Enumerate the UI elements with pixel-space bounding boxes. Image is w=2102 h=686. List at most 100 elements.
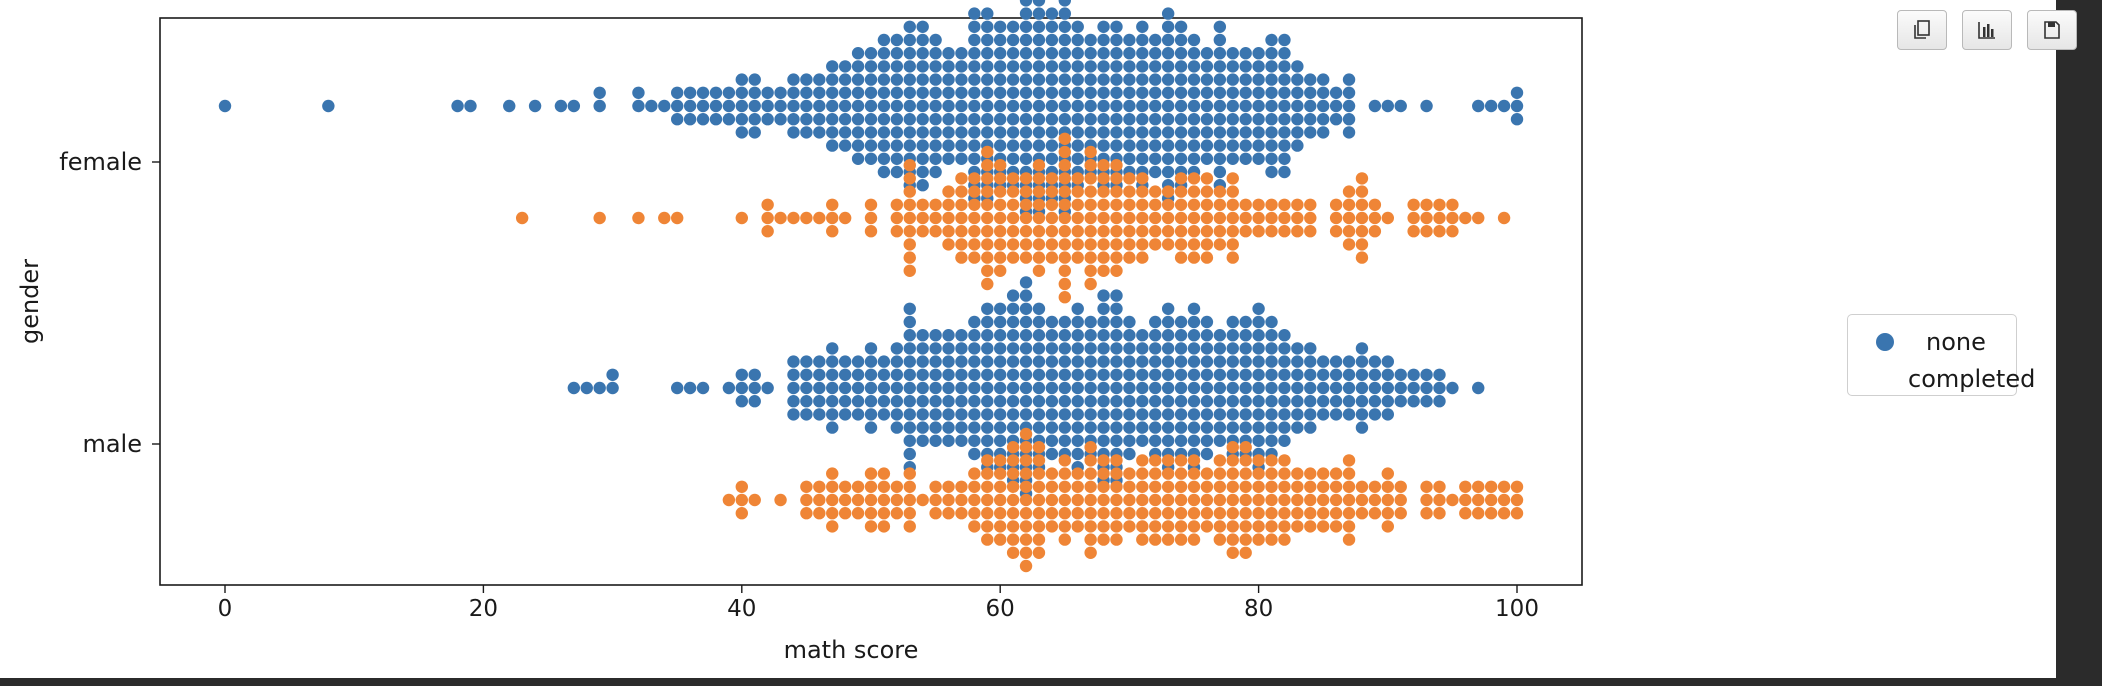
data-point (929, 493, 942, 507)
data-point (981, 342, 994, 355)
data-point (1187, 329, 1201, 342)
data-point (890, 507, 904, 520)
data-point (1278, 113, 1291, 126)
data-point (942, 421, 955, 434)
data-point (1097, 493, 1110, 507)
data-point (1136, 73, 1149, 86)
data-point (1187, 493, 1201, 507)
data-point (1110, 480, 1123, 493)
data-point (1006, 33, 1020, 47)
data-point (1304, 99, 1317, 113)
data-point (1497, 211, 1511, 225)
data-point (1174, 86, 1188, 100)
data-point (1304, 381, 1317, 395)
data-point (787, 99, 800, 113)
data-point (1019, 99, 1033, 113)
data-point (1265, 139, 1278, 152)
data-point (1110, 289, 1123, 302)
data-point (994, 381, 1007, 395)
data-point (1006, 368, 1020, 381)
data-point (1045, 60, 1059, 73)
save-button[interactable] (2027, 10, 2077, 50)
data-point (735, 86, 748, 100)
data-point (916, 395, 929, 408)
data-point (903, 447, 916, 461)
data-point (761, 198, 774, 211)
data-point (1110, 381, 1123, 395)
data-point (955, 152, 968, 165)
data-point (1265, 211, 1278, 225)
data-point (671, 99, 684, 113)
data-point (1058, 172, 1072, 185)
data-point (942, 139, 955, 152)
data-point (1472, 507, 1485, 520)
data-point (1019, 454, 1033, 467)
data-point (1006, 211, 1020, 225)
data-point (968, 355, 981, 368)
data-point (1317, 86, 1330, 100)
data-point (1161, 99, 1175, 113)
data-point (1032, 441, 1046, 454)
data-point (1058, 20, 1072, 33)
data-point (1032, 507, 1046, 520)
data-point (1019, 7, 1033, 20)
data-point (1058, 211, 1072, 225)
data-point (994, 159, 1007, 172)
data-point (1032, 480, 1046, 493)
data-point (580, 381, 593, 395)
data-point (1084, 342, 1097, 355)
data-point (942, 86, 955, 100)
data-point (994, 73, 1007, 86)
data-point (1355, 395, 1369, 408)
data-point (1484, 507, 1498, 520)
data-point (942, 185, 955, 198)
data-point (735, 368, 748, 381)
data-point (968, 139, 981, 152)
data-point (1019, 113, 1033, 126)
data-point (696, 381, 710, 395)
legend: none completed (1847, 314, 2035, 396)
data-point (1187, 73, 1201, 86)
data-point (851, 60, 865, 73)
data-point (838, 99, 852, 113)
data-point (1446, 211, 1459, 225)
data-point (1252, 408, 1265, 421)
data-point (1032, 86, 1046, 100)
data-point (981, 185, 994, 198)
data-point (877, 47, 891, 60)
data-point (942, 73, 955, 86)
data-point (1420, 395, 1433, 408)
chart-button[interactable] (1962, 10, 2012, 50)
data-point (1342, 408, 1356, 421)
data-point (709, 86, 723, 100)
data-point (994, 315, 1007, 329)
data-point (877, 467, 891, 480)
data-point (916, 225, 929, 238)
data-point (1071, 355, 1084, 368)
data-point (1342, 493, 1356, 507)
data-point (1407, 381, 1420, 395)
data-point (968, 225, 981, 238)
data-point (1200, 493, 1214, 507)
data-point (1355, 342, 1369, 355)
data-point (994, 434, 1007, 447)
data-point (1472, 99, 1485, 113)
data-point (1084, 315, 1097, 329)
data-point (981, 408, 994, 421)
data-point (838, 139, 852, 152)
data-point (1239, 507, 1252, 520)
data-point (968, 480, 981, 493)
data-point (1213, 329, 1227, 342)
data-point (890, 225, 904, 238)
data-point (1213, 47, 1227, 60)
data-point (1136, 47, 1149, 60)
data-point (1226, 454, 1239, 467)
copy-button[interactable] (1897, 10, 1947, 50)
data-point (1317, 99, 1330, 113)
data-point (942, 113, 955, 126)
data-point (1174, 47, 1188, 60)
data-point (994, 507, 1007, 520)
data-point (1174, 434, 1188, 447)
data-point (1097, 99, 1110, 113)
data-point (826, 381, 839, 395)
